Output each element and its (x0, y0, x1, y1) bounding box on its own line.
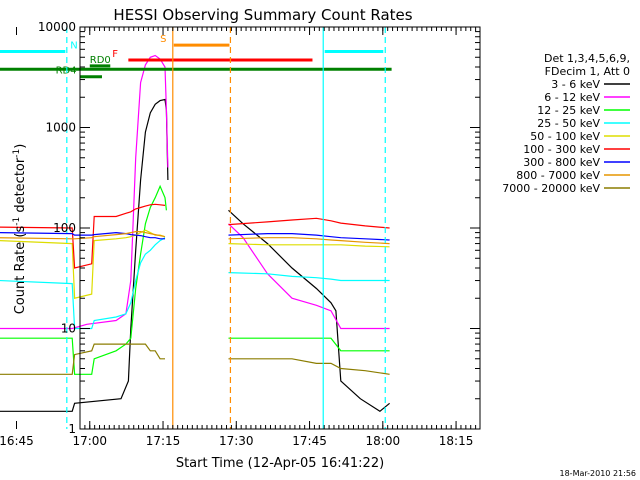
legend-label-12-25-kev: 12 - 25 keV (537, 104, 600, 117)
y-axis-label-part2: detector (13, 157, 28, 217)
series-line-7000-20000-kev (0, 343, 390, 375)
x-axis-label: Start Time (12-Apr-05 16:41:22) (176, 456, 384, 471)
chart-title: HESSI Observing Summary Count Rates (113, 6, 412, 24)
x-tick-label: 17:30 (219, 434, 254, 448)
series-line-25-50-kev (0, 237, 390, 330)
series-line-12-25-kev (0, 184, 390, 375)
legend-label-300-800-kev: 300 - 800 keV (523, 156, 600, 169)
y-axis-label-part3: ) (13, 144, 28, 149)
series-line-3-6-kev (0, 98, 390, 413)
x-axis-ticks: 16:45 17:00 17:15 17:30 17:45 18:00 18:15 (0, 27, 477, 448)
x-tick-label: 17:00 (72, 434, 107, 448)
annotation-label-rd4: RD4 (56, 66, 77, 77)
annotation-label-f: F (112, 49, 118, 60)
x-tick-label: 18:15 (439, 434, 474, 448)
y-tick-label: 1000 (45, 121, 76, 135)
legend: Det 1,3,4,5,6,9,FDecim 1, Att 03 - 6 keV… (502, 52, 630, 195)
legend-label-50-100-kev: 50 - 100 keV (530, 130, 600, 143)
legend-label-6-12-kev: 6 - 12 keV (544, 91, 600, 104)
annotation-label-n: N (70, 41, 77, 52)
x-tick-label: 17:15 (146, 434, 181, 448)
annotation-label-rd0: RD0 (90, 55, 111, 66)
annotation-label-s: S (160, 34, 166, 45)
legend-header-line: Det 1,3,4,5,6,9, (544, 52, 630, 65)
y-tick-label: 10000 (38, 20, 76, 34)
annotation-bars: N RD0 RD4 F S (0, 34, 392, 79)
legend-label-25-50-kev: 25 - 50 keV (537, 117, 600, 130)
vertical-markers (66, 27, 386, 429)
y-tick-label: 10 (61, 322, 76, 336)
legend-label-7000-20000-kev: 7000 - 20000 keV (502, 182, 600, 195)
x-tick-label: 16:45 (0, 434, 34, 448)
legend-label-100-300-kev: 100 - 300 keV (523, 143, 600, 156)
y-axis-label-sup2: -1 (12, 149, 22, 158)
series-line-6-12-kev (0, 54, 390, 330)
y-axis-label-part1: Count Rate (s (13, 226, 28, 315)
x-tick-label: 18:00 (366, 434, 401, 448)
legend-label-800-7000-kev: 800 - 7000 keV (516, 169, 600, 182)
y-tick-label: 100 (53, 221, 76, 235)
y-axis-label-sup1: -1 (12, 217, 22, 226)
y-tick-label: 1 (68, 422, 76, 436)
y-axis-label: Count Rate (s-1 detector-1) (12, 144, 28, 315)
y-axis-ticks: 10000 1000 100 10 1 (38, 20, 480, 436)
footer-timestamp: 18-Mar-2010 21:56 (560, 469, 637, 478)
legend-label-3-6-kev: 3 - 6 keV (551, 78, 600, 91)
legend-header-line: FDecim 1, Att 0 (545, 65, 630, 78)
x-tick-label: 17:45 (292, 434, 327, 448)
